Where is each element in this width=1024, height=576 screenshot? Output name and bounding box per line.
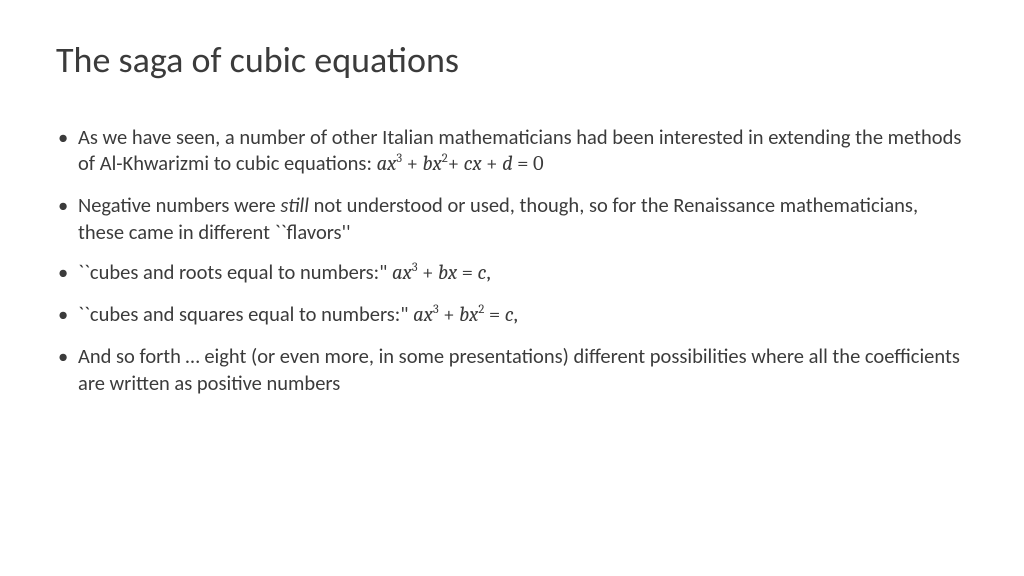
math-punct: , bbox=[486, 262, 490, 285]
math-op: = bbox=[484, 304, 504, 327]
math-op: + bbox=[402, 153, 422, 176]
math-var: b bbox=[423, 153, 433, 176]
bullet-text: ``cubes and roots equal to numbers:" bbox=[78, 259, 392, 285]
math-num: 0 bbox=[533, 153, 544, 176]
math-var: x bbox=[433, 153, 442, 176]
math-var: d bbox=[502, 153, 513, 176]
math-var: x bbox=[387, 153, 396, 176]
math-var: b bbox=[459, 304, 469, 327]
math-var: b bbox=[438, 262, 448, 285]
math-var: x bbox=[448, 262, 457, 285]
bullet-item: Negative numbers were still not understo… bbox=[56, 192, 968, 244]
bullet-item: And so forth … eight (or even more, in s… bbox=[56, 343, 968, 395]
math-var: a bbox=[377, 153, 388, 176]
bullet-item: As we have seen, a number of other Itali… bbox=[56, 124, 968, 178]
math-var: a bbox=[392, 262, 403, 285]
page-title: The saga of cubic equations bbox=[56, 38, 968, 82]
math-var: a bbox=[413, 304, 424, 327]
math-op: = bbox=[457, 262, 477, 285]
bullet-text: And so forth … eight (or even more, in s… bbox=[78, 343, 960, 395]
bullet-item: ``cubes and roots equal to numbers:" ax3… bbox=[56, 259, 968, 287]
math-op: + bbox=[448, 153, 464, 176]
math-var: x bbox=[424, 304, 433, 327]
math-var: x bbox=[403, 262, 412, 285]
math-op: + bbox=[482, 153, 502, 176]
math-punct: , bbox=[514, 304, 518, 327]
bullet-item: ``cubes and squares equal to numbers:" a… bbox=[56, 301, 968, 329]
math-var: x bbox=[469, 304, 478, 327]
math-op: = bbox=[513, 153, 533, 176]
math-var: c bbox=[505, 304, 514, 327]
bullet-text: ``cubes and squares equal to numbers:" bbox=[78, 301, 413, 327]
math-op: + bbox=[439, 304, 459, 327]
math-op: + bbox=[418, 262, 438, 285]
bullet-list: As we have seen, a number of other Itali… bbox=[56, 124, 968, 396]
math-var: c bbox=[464, 153, 473, 176]
bullet-italic: still bbox=[280, 192, 309, 218]
math-var: x bbox=[473, 153, 482, 176]
bullet-text: Negative numbers were bbox=[78, 192, 280, 218]
